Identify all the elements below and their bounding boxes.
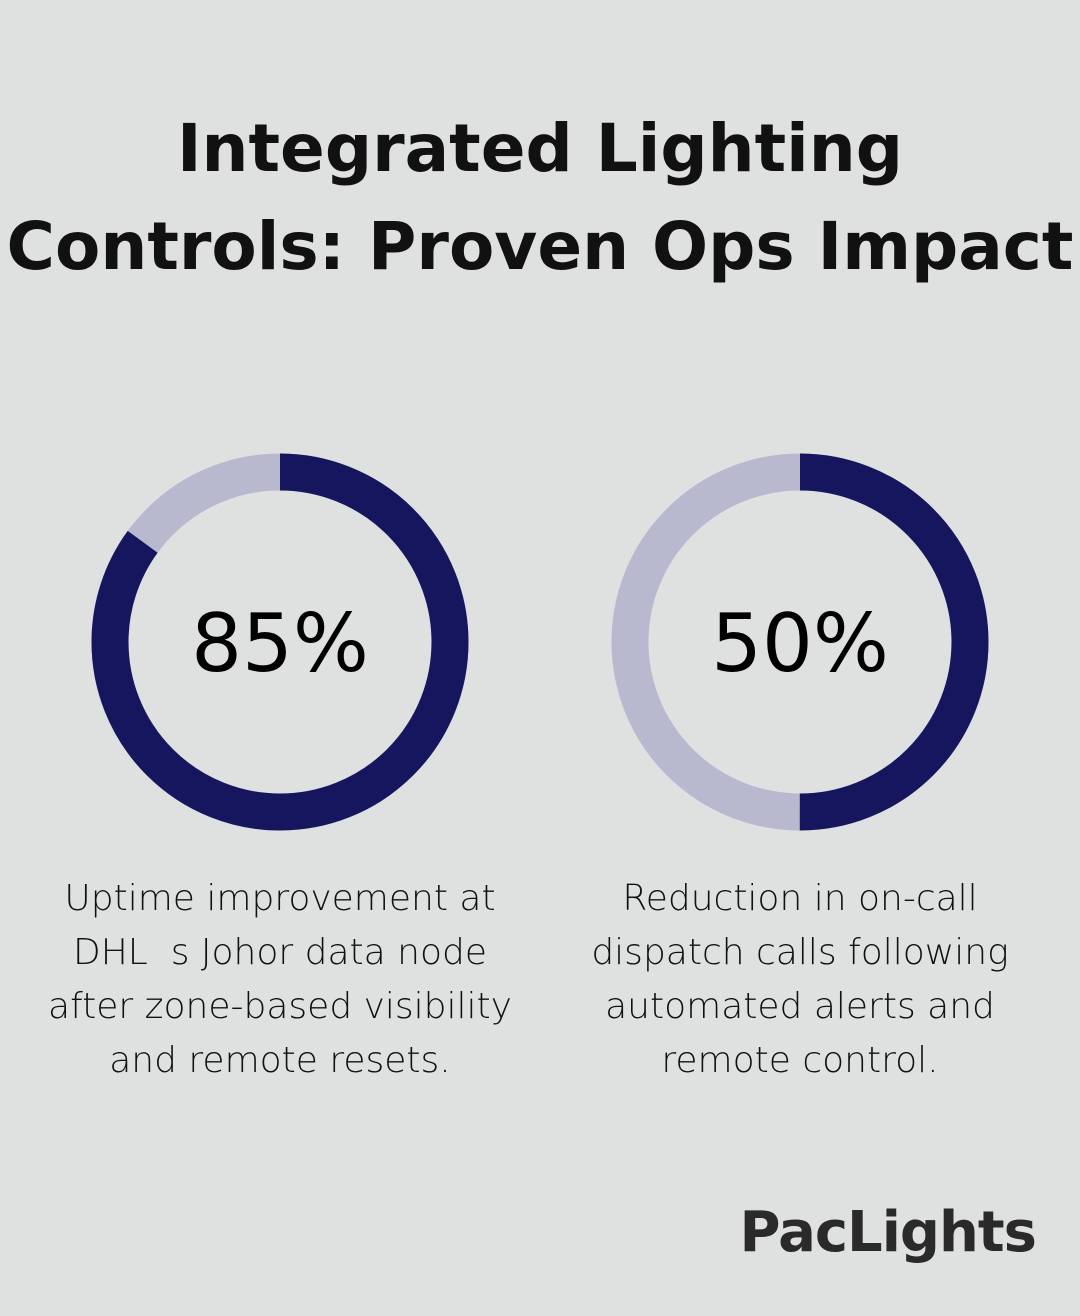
donut-svg-2: 50% [611,453,989,831]
donut-value-arc [91,453,469,831]
donut-value-arc [611,453,989,831]
donut-label: 85% [191,597,369,690]
page-title: Integrated Lighting Controls: Proven Ops… [6,110,1074,285]
paclights-logo: PacLights [739,1200,1037,1265]
donut-chart-2: 50% [611,453,989,831]
stat-description-1: Uptime improvement at DHL s Johor data n… [48,878,524,1081]
donut-chart-1: 85% [91,453,469,831]
donut-svg-1: 85% [91,453,469,831]
stat-description-2: Reduction in on-call dispatch calls foll… [591,878,1021,1081]
donut-label: 50% [711,597,889,690]
